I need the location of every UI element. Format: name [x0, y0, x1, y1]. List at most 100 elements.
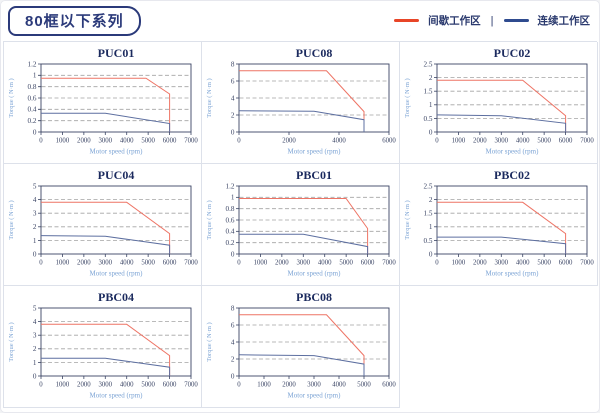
- x-tick-label: 4000: [120, 260, 134, 267]
- empty-cell: [400, 286, 598, 408]
- x-tick-label: 2000: [282, 138, 296, 145]
- y-tick-label: 1: [429, 223, 433, 231]
- y-axis-title: Torque ( N·m ): [206, 322, 213, 361]
- y-tick-label: 6: [231, 321, 235, 329]
- y-tick-label: 0: [429, 250, 433, 258]
- y-tick-label: 2.5: [424, 182, 433, 190]
- x-tick-label: 6000: [382, 382, 396, 389]
- y-tick-label: 8: [231, 60, 235, 68]
- y-tick-label: 3: [33, 332, 37, 340]
- x-tick-label: 1000: [254, 260, 268, 267]
- x-axis-title: Motor speed (rpm): [288, 148, 342, 156]
- x-tick-label: 5000: [141, 260, 155, 267]
- chart-cell: PBC04 0 1 2 3 4 5 0 1000 2000 3000 4000 5000 6000 7000…: [4, 286, 202, 408]
- torque-speed-chart: PUC04 0 1 2 3 4 5 0 1000 2000 3000 4000 5000 6000 7000…: [8, 168, 198, 278]
- series-title-badge: 80框以下系列: [8, 5, 141, 36]
- x-tick-label: 7000: [184, 260, 198, 267]
- intermittent-zone-label: 间歇工作区: [428, 15, 481, 27]
- x-tick-label: 7000: [184, 382, 198, 389]
- x-tick-label: 5000: [141, 382, 155, 389]
- y-tick-label: 0: [231, 250, 235, 258]
- series-intermittent: [41, 77, 171, 132]
- x-tick-label: 6000: [559, 260, 573, 267]
- y-tick-label: 1: [33, 237, 37, 245]
- y-tick-label: 1.2: [226, 182, 235, 190]
- y-tick-label: 2: [231, 111, 235, 119]
- y-tick-label: 1.5: [424, 210, 433, 218]
- x-tick-label: 0: [237, 138, 241, 145]
- chart-title: PUC08: [296, 46, 333, 60]
- x-tick-label: 0: [237, 382, 241, 389]
- x-tick-label: 6000: [163, 138, 177, 145]
- header: 80框以下系列 间歇工作区 | 连续工作区: [0, 0, 600, 41]
- x-axis-title: Motor speed (rpm): [90, 148, 144, 156]
- chart-cell: PBC01 0 0.2 0.4 0.6 0.8 1 1.2 0 1000 2000 3000 4000 5…: [202, 164, 400, 286]
- chart-title: PUC02: [494, 46, 531, 60]
- series-intermittent: [41, 201, 171, 254]
- x-tick-label: 7000: [382, 260, 396, 267]
- x-tick-label: 3000: [296, 260, 310, 267]
- torque-speed-chart: PUC01 0 0.2 0.4 0.6 0.8 1 1.2 0 1000 2000 3000 4000 5…: [8, 46, 198, 156]
- y-tick-label: 4: [231, 338, 235, 346]
- x-tick-label: 5000: [537, 138, 551, 145]
- y-tick-label: 1: [429, 101, 433, 109]
- x-tick-label: 5000: [357, 382, 371, 389]
- intermittent-line-swatch: [394, 19, 420, 22]
- x-tick-label: 2000: [77, 138, 91, 145]
- series-intermittent: [41, 323, 171, 376]
- series-continuous: [41, 357, 171, 376]
- x-tick-label: 7000: [184, 138, 198, 145]
- x-tick-label: 3000: [98, 382, 112, 389]
- y-tick-label: 4: [231, 94, 235, 102]
- x-tick-label: 3000: [494, 138, 508, 145]
- y-tick-label: 0.6: [226, 216, 235, 224]
- y-tick-label: 2: [429, 74, 433, 82]
- x-tick-label: 2000: [282, 382, 296, 389]
- y-axis-title: Torque ( N·m ): [404, 200, 411, 239]
- x-tick-label: 1000: [257, 382, 271, 389]
- series-intermittent: [239, 198, 369, 254]
- y-tick-label: 3: [33, 210, 37, 218]
- plot-border: [436, 185, 588, 255]
- x-tick-label: 0: [39, 382, 43, 389]
- x-tick-label: 7000: [580, 138, 594, 145]
- x-tick-label: 4000: [332, 138, 346, 145]
- series-intermittent: [437, 79, 567, 132]
- x-tick-label: 0: [435, 138, 439, 145]
- y-tick-label: 0: [231, 372, 235, 380]
- x-tick-label: 4000: [516, 138, 530, 145]
- x-tick-label: 4000: [332, 382, 346, 389]
- x-tick-label: 2000: [473, 138, 487, 145]
- y-tick-label: 2: [33, 223, 37, 231]
- chart-title: PBC04: [98, 290, 134, 304]
- x-tick-label: 2000: [77, 382, 91, 389]
- y-tick-label: 0.8: [28, 83, 37, 91]
- legend: 间歇工作区 | 连续工作区: [394, 13, 590, 28]
- x-tick-label: 4000: [516, 260, 530, 267]
- y-tick-label: 0.2: [226, 239, 235, 247]
- x-tick-label: 0: [39, 260, 43, 267]
- x-axis-title: Motor speed (rpm): [288, 270, 342, 278]
- x-tick-label: 5000: [339, 260, 353, 267]
- x-axis-title: Motor speed (rpm): [288, 392, 342, 400]
- x-tick-label: 1000: [56, 382, 70, 389]
- series-continuous: [41, 112, 171, 132]
- y-tick-label: 1.2: [28, 60, 37, 68]
- x-tick-label: 6000: [163, 382, 177, 389]
- y-tick-label: 5: [33, 304, 37, 312]
- chart-title: PUC01: [98, 46, 135, 60]
- y-tick-label: 5: [33, 182, 37, 190]
- page-title: 80框以下系列: [25, 12, 124, 30]
- x-tick-label: 2000: [473, 260, 487, 267]
- y-axis-title: Torque ( N·m ): [8, 322, 15, 361]
- series-intermittent: [239, 70, 365, 132]
- series-continuous: [436, 114, 567, 132]
- legend-separator: |: [490, 14, 494, 27]
- y-axis-title: Torque ( N·m ): [8, 78, 15, 117]
- chart-title: PUC04: [98, 168, 135, 182]
- x-tick-label: 4000: [120, 382, 134, 389]
- series-intermittent: [239, 314, 365, 376]
- x-tick-label: 2000: [77, 260, 91, 267]
- x-tick-label: 6000: [361, 260, 375, 267]
